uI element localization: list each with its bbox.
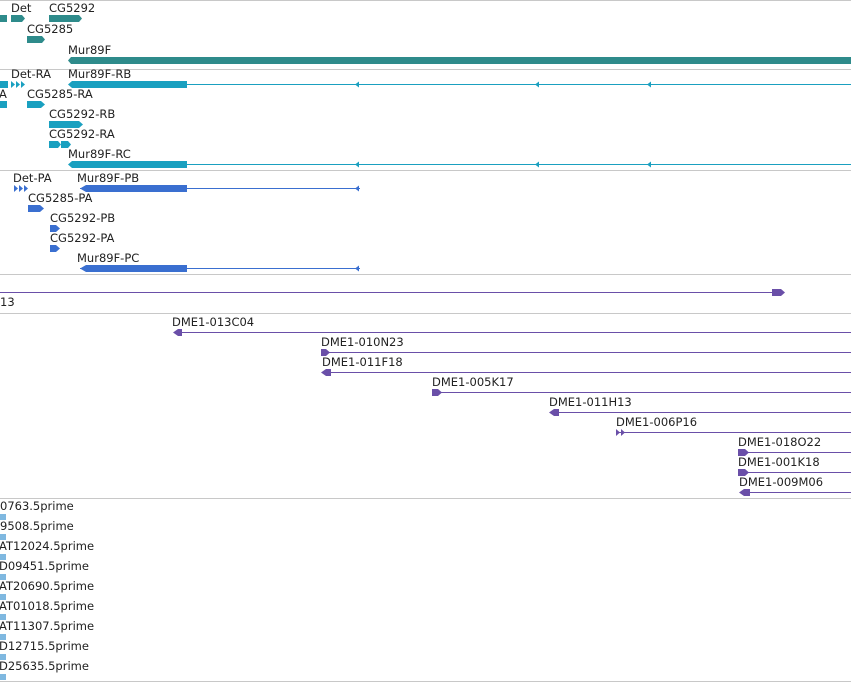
protein-label-cg5285-pa: CG5285-PA	[28, 191, 93, 205]
contig-feature-arrow[interactable]	[772, 289, 785, 296]
est-feature[interactable]	[0, 534, 6, 540]
est-label: AT01018.5prime	[0, 599, 95, 613]
gene-feature-cg5292[interactable]	[49, 15, 82, 22]
transcript-feature-mur89f-rc[interactable]	[68, 161, 851, 168]
contig-track	[0, 289, 785, 296]
transcript-label-cg5292-rb: CG5292-RB	[49, 107, 116, 121]
est-label: AT12024.5prime	[0, 539, 95, 553]
gene-feature-det[interactable]	[11, 15, 25, 22]
bac-feature-dme1-018o22[interactable]	[738, 449, 851, 456]
transcript-label-mur89f-rb: Mur89F-RB	[68, 67, 132, 81]
bac-feature-dme1-011h13[interactable]	[549, 409, 851, 416]
bac-label-dme1-006p16: DME1-006P16	[616, 415, 698, 429]
transcript-feature-det-ra[interactable]	[11, 81, 25, 88]
transcript-feature-cg5285-ra[interactable]	[27, 101, 45, 108]
transcript-label-cg5292-ra: CG5292-RA	[49, 127, 115, 141]
est-feature[interactable]	[0, 654, 6, 660]
protein-label-mur89f-pc: Mur89F-PC	[77, 251, 140, 265]
est-label: D09451.5prime	[0, 559, 89, 573]
track-separator	[0, 69, 851, 70]
bac-label-dme1-010n23: DME1-010N23	[321, 335, 404, 349]
transcript-track	[0, 81, 851, 168]
protein-feature-mur89f-pb[interactable]	[80, 185, 360, 192]
est-feature[interactable]	[0, 554, 6, 560]
est-label: AT11307.5prime	[0, 619, 95, 633]
protein-label-cg5292-pa: CG5292-PA	[50, 231, 115, 245]
est-feature[interactable]	[0, 594, 6, 600]
bac-track	[173, 329, 851, 496]
protein-label-mur89f-pb: Mur89F-PB	[77, 171, 140, 185]
transcript-label-partial-a: A	[0, 87, 7, 101]
protein-label-cg5292-pb: CG5292-PB	[50, 211, 116, 225]
protein-feature-cg5292-pa[interactable]	[50, 245, 60, 252]
transcript-feature-cg5292-rb[interactable]	[49, 121, 83, 128]
contig-label: 13	[0, 295, 15, 309]
bac-label-dme1-013c04: DME1-013C04	[172, 315, 255, 329]
transcript-partial-a-2[interactable]	[0, 101, 7, 108]
transcript-label-det-ra: Det-RA	[11, 67, 51, 81]
gene-label-det: Det	[11, 1, 32, 15]
bac-label-dme1-018o22: DME1-018O22	[738, 435, 822, 449]
bac-feature-dme1-010n23[interactable]	[321, 349, 851, 356]
bac-feature-dme1-009m06[interactable]	[739, 489, 851, 496]
transcript-feature-mur89f-rb[interactable]	[68, 81, 851, 88]
est-label: 9508.5prime	[0, 519, 74, 533]
bac-label-dme1-005k17: DME1-005K17	[432, 375, 514, 389]
gene-feature-cg5285[interactable]	[27, 36, 45, 43]
bac-label-dme1-009m06: DME1-009M06	[739, 475, 824, 489]
protein-feature-det-pa[interactable]	[14, 185, 28, 192]
track-separator	[0, 170, 851, 171]
est-feature[interactable]	[0, 574, 6, 580]
bac-label-dme1-011h13: DME1-011H13	[549, 395, 632, 409]
est-label: D12715.5prime	[0, 639, 89, 653]
est-feature[interactable]	[0, 634, 6, 640]
transcript-label-mur89f-rc: Mur89F-RC	[68, 147, 131, 161]
bac-label-dme1-011f18: DME1-011F18	[322, 355, 403, 369]
est-label: D25635.5prime	[0, 659, 89, 673]
protein-track	[14, 185, 360, 272]
est-label: 0763.5prime	[0, 499, 74, 513]
bac-feature-dme1-011f18[interactable]	[321, 369, 851, 376]
protein-feature-cg5285-pa[interactable]	[28, 205, 44, 212]
gene-feature-mur89f[interactable]	[68, 57, 851, 64]
gene-feature-det-partial[interactable]	[0, 15, 7, 22]
bac-label-dme1-001k18: DME1-001K18	[738, 455, 820, 469]
transcript-feature-cg5292-ra[interactable]	[49, 141, 71, 148]
track-separator	[0, 274, 851, 275]
protein-feature-mur89f-pc[interactable]	[80, 265, 360, 272]
track-separator	[0, 0, 851, 1]
track-separator	[0, 313, 851, 314]
gene-track	[0, 15, 851, 64]
gene-label-cg5285: CG5285	[27, 22, 74, 36]
bac-feature-dme1-013c04[interactable]	[173, 329, 851, 336]
est-feature[interactable]	[0, 614, 6, 620]
track-separator	[0, 498, 851, 499]
bac-feature-dme1-006p16[interactable]	[616, 429, 851, 436]
bac-feature-dme1-005k17[interactable]	[432, 389, 851, 396]
gene-label-cg5292: CG5292	[49, 1, 96, 15]
est-label: AT20690.5prime	[0, 579, 95, 593]
est-feature[interactable]	[0, 674, 6, 680]
protein-feature-cg5292-pb[interactable]	[50, 225, 60, 232]
transcript-label-cg5285-ra: CG5285-RA	[27, 87, 93, 101]
protein-label-det-pa: Det-PA	[13, 171, 52, 185]
bac-feature-dme1-001k18[interactable]	[738, 469, 851, 476]
est-track	[0, 514, 6, 680]
transcript-partial-a[interactable]	[0, 81, 8, 88]
gene-label-mur89f: Mur89F	[68, 43, 112, 57]
est-feature[interactable]	[0, 514, 6, 520]
